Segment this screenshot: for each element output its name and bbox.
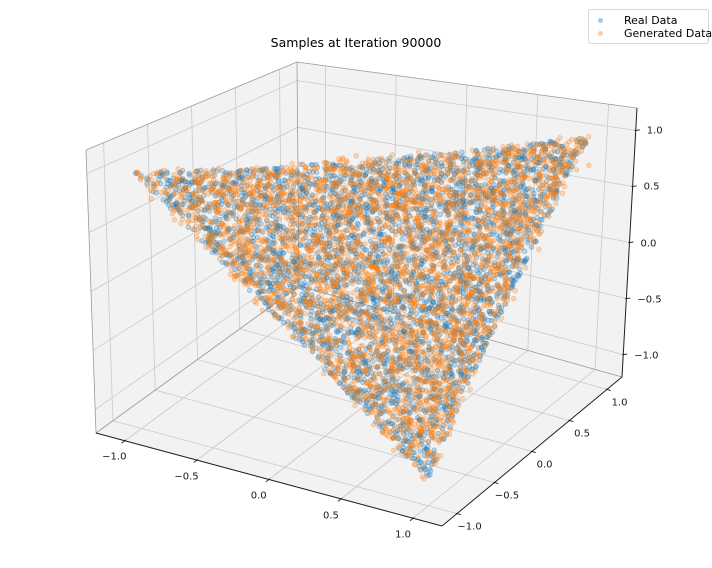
z-tick-label: −1.0 [634,350,659,362]
legend-item-real-data: Real Data [589,14,708,27]
y-tick-label: −1.0 [457,521,482,533]
plot-title: Samples at Iteration 90000 [270,35,442,50]
z-tick-label: 0.5 [643,181,660,193]
x-tick-label: −0.5 [174,471,199,483]
legend-label-generated-data: Generated Data [624,27,712,40]
z-tick-label: 1.0 [646,125,663,137]
x-tick-label: 0.0 [250,490,267,502]
x-tick-label: −1.0 [102,451,127,463]
legend-label-real-data: Real Data [624,14,678,27]
real-data-marker-icon [598,18,603,23]
legend-item-generated-data: Generated Data [589,27,712,40]
y-tick-label: −0.5 [494,490,520,502]
x-tick-label: 0.5 [322,510,339,522]
z-tick-label: 0.0 [640,238,657,249]
y-tick-label: 0.0 [536,459,553,471]
y-tick-label: 1.0 [611,397,628,409]
legend: Real Data Generated Data [588,9,712,44]
y-tick-label: 0.5 [574,428,590,440]
x-tick-label: 1.0 [395,529,412,541]
z-tick-label: −0.5 [637,294,662,306]
generated-data-marker-icon [598,31,603,36]
